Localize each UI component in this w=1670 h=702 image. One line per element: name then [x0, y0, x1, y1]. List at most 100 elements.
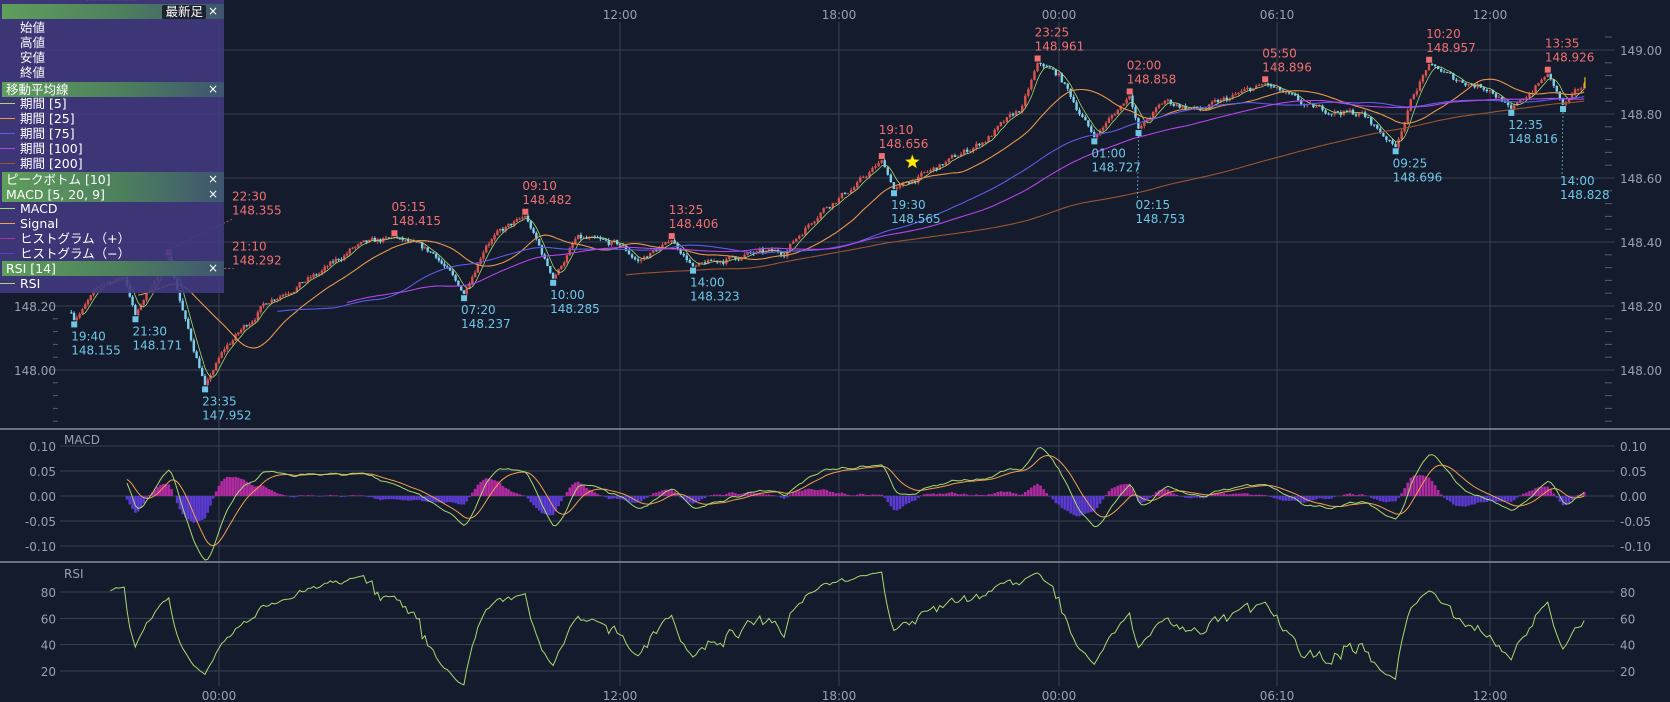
candle-body: [1552, 79, 1555, 86]
rsi-axis-label-left: 40: [41, 639, 56, 653]
marker-time: 09:10: [522, 179, 557, 193]
histogram-bar: [773, 495, 777, 496]
histogram-bar: [1075, 496, 1078, 517]
histogram-bar: [128, 496, 132, 505]
candle-body: [267, 303, 271, 305]
histogram-bar: [1246, 493, 1249, 496]
candle-body: [1122, 103, 1125, 106]
peak-square-icon: [878, 153, 885, 160]
histogram-bar: [794, 491, 798, 496]
legend-line-swatch: [0, 148, 15, 149]
histogram-bar: [761, 493, 765, 496]
histogram-bar: [858, 493, 862, 496]
histogram-bar: [440, 496, 443, 503]
histogram-bar: [779, 496, 783, 498]
histogram-bar: [1491, 496, 1495, 502]
histogram-bar: [1476, 496, 1480, 503]
histogram-bar: [731, 492, 734, 496]
candle-body: [139, 304, 143, 310]
candle-body: [1060, 73, 1064, 83]
close-icon[interactable]: ×: [207, 172, 218, 186]
histogram-bar: [688, 496, 692, 503]
marker-price: 148.285: [550, 302, 600, 316]
candle-body: [1376, 124, 1379, 129]
histogram-bar: [473, 488, 477, 496]
histogram-bar: [1363, 495, 1367, 496]
histogram-bar: [1148, 496, 1152, 498]
candle-body: [944, 162, 948, 166]
close-icon[interactable]: ×: [207, 261, 218, 275]
bottom-square-icon: [1560, 106, 1567, 113]
candle-body: [1446, 72, 1449, 74]
histogram-bar: [557, 496, 560, 507]
histogram-bar: [1002, 491, 1006, 496]
histogram-bar: [1234, 493, 1237, 496]
histogram-bar: [1330, 496, 1333, 499]
histogram-bar: [855, 494, 859, 496]
rsi-axis-label-left: 20: [41, 665, 56, 679]
histogram-bar: [1287, 496, 1291, 501]
histogram-bar: [682, 496, 686, 500]
candle-body: [1272, 86, 1276, 88]
histogram-bar: [203, 496, 207, 519]
candle-body: [1002, 122, 1006, 124]
ma-line-5: [82, 65, 1585, 378]
histogram-bar: [700, 496, 704, 500]
candle-body: [451, 270, 455, 276]
candle-body: [510, 223, 513, 226]
candle-body: [746, 252, 749, 255]
histogram-bar: [161, 483, 165, 496]
histogram-bar: [147, 495, 151, 496]
rsi-line: [110, 571, 1585, 686]
candle-body: [801, 234, 804, 236]
histogram-bar: [526, 496, 530, 499]
histogram-bar: [576, 481, 580, 496]
candle-body: [1418, 81, 1422, 91]
candle-body: [540, 245, 544, 255]
candle-body: [694, 265, 698, 267]
candle-body: [192, 340, 196, 352]
candle-body: [798, 235, 801, 239]
candle-body: [1476, 84, 1479, 88]
histogram-bar: [712, 494, 716, 496]
close-icon[interactable]: ×: [207, 187, 218, 201]
macd-axis-label-left: -0.10: [25, 540, 56, 554]
candle-body: [326, 266, 329, 268]
histogram-bar: [1324, 496, 1327, 500]
candle-body: [81, 308, 84, 314]
histogram-bar: [883, 496, 887, 498]
marker-time: 12:35: [1508, 118, 1543, 132]
candle-body: [607, 240, 610, 245]
candle-body: [688, 260, 692, 263]
candle-body: [181, 300, 184, 311]
close-icon[interactable]: ×: [207, 82, 218, 96]
candle-body: [1269, 84, 1273, 87]
candle-body: [220, 352, 223, 358]
marker-price: 148.323: [690, 290, 740, 304]
candle-body: [1290, 93, 1294, 95]
histogram-bar: [1005, 491, 1009, 496]
histogram-bar: [624, 496, 628, 501]
candle-body: [1063, 82, 1066, 84]
candle-body: [1394, 143, 1397, 148]
histogram-bar: [295, 496, 299, 497]
histogram-bar: [984, 495, 987, 496]
candle-body: [521, 217, 524, 219]
close-icon[interactable]: ×: [207, 4, 218, 18]
candle-body: [1107, 118, 1111, 123]
candle-body: [1321, 105, 1324, 111]
bottom-square-icon: [1091, 138, 1098, 145]
candle-body: [984, 141, 987, 143]
histogram-bar: [1543, 486, 1546, 496]
histogram-bar: [585, 487, 588, 496]
histogram-bar: [642, 496, 646, 500]
histogram-bar: [164, 484, 168, 496]
histogram-bar: [328, 494, 332, 496]
histogram-bar: [1464, 496, 1467, 507]
candle-body: [849, 190, 853, 194]
candle-body: [206, 379, 209, 385]
peak-square-icon: [1262, 76, 1269, 83]
